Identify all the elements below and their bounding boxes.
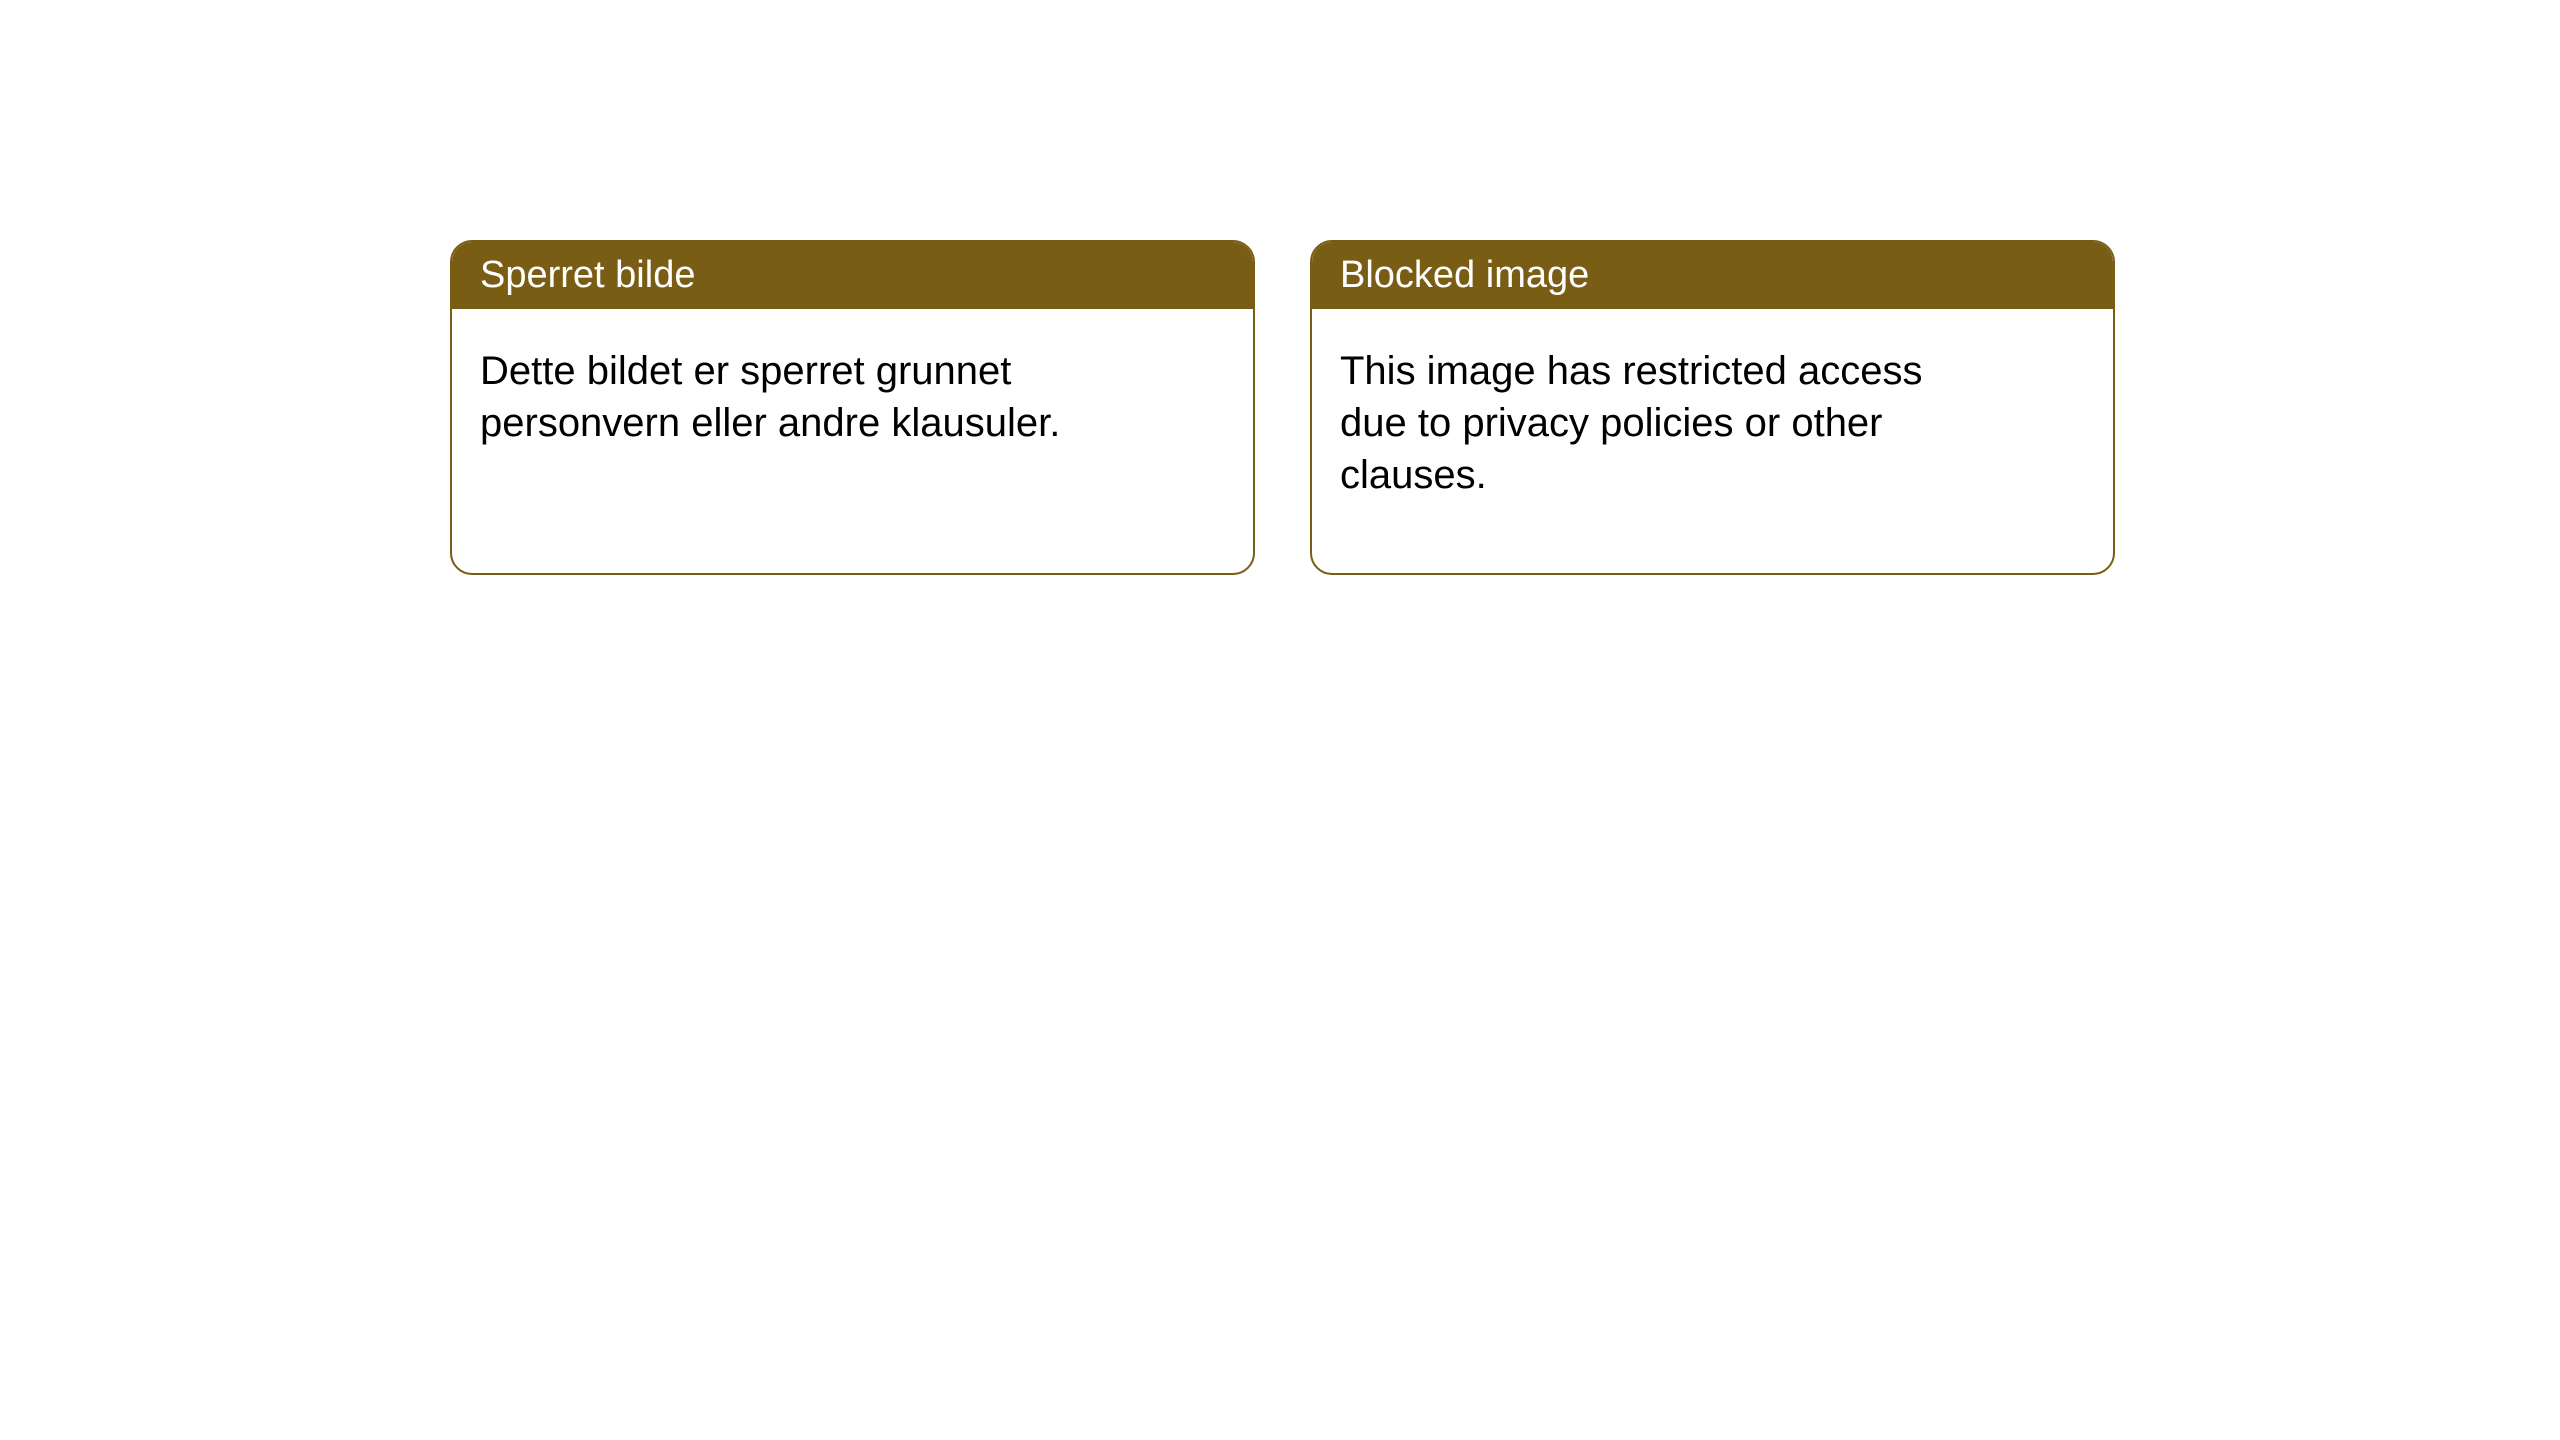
card-body: This image has restricted access due to … bbox=[1312, 309, 1992, 537]
card-header: Blocked image bbox=[1312, 242, 2113, 309]
card-norwegian: Sperret bilde Dette bildet er sperret gr… bbox=[450, 240, 1255, 575]
card-body: Dette bildet er sperret grunnet personve… bbox=[452, 309, 1132, 485]
cards-container: Sperret bilde Dette bildet er sperret gr… bbox=[450, 240, 2115, 575]
card-header: Sperret bilde bbox=[452, 242, 1253, 309]
card-english: Blocked image This image has restricted … bbox=[1310, 240, 2115, 575]
card-title: Sperret bilde bbox=[480, 254, 695, 296]
card-body-text: This image has restricted access due to … bbox=[1340, 349, 1922, 497]
card-body-text: Dette bildet er sperret grunnet personve… bbox=[480, 349, 1060, 445]
card-title: Blocked image bbox=[1340, 254, 1589, 296]
